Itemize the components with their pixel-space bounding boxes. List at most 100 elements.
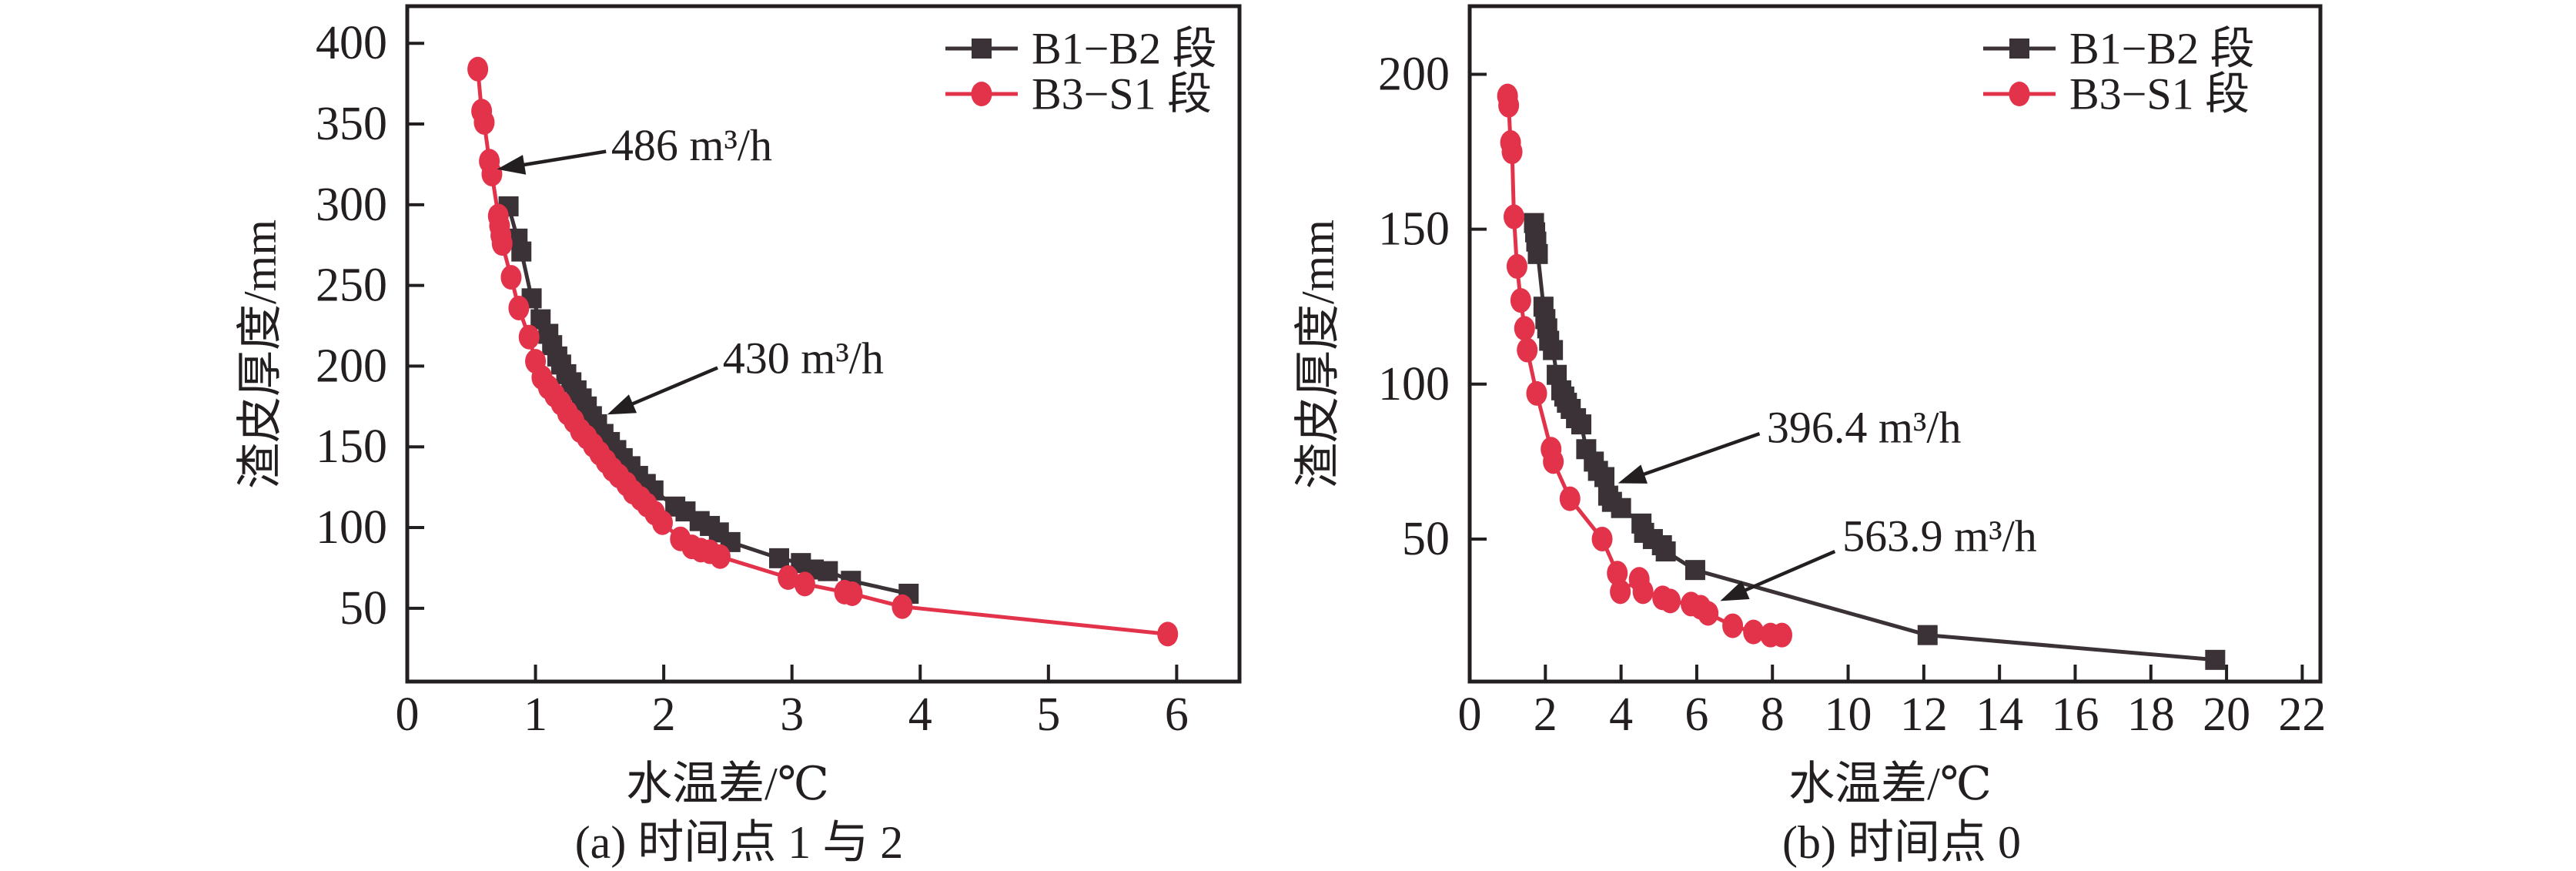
chart-b-legend-label: B3−S1 段 <box>2069 69 2250 119</box>
chart-a: 0 1 2 3 4 5 6 50 100 150 200 250 300 350 400 水温差/℃ 渣皮厚度/… <box>235 4 1242 868</box>
chart-b-x-tick-label: 0 <box>1458 688 1482 741</box>
chart-a-x-tick-label: 5 <box>1036 688 1060 741</box>
chart-a-legend-label: B3−S1 段 <box>1032 69 1212 119</box>
chart-a-series-b3-s1-marker <box>892 594 913 619</box>
chart-b-series-b3-s1-marker <box>1506 253 1527 279</box>
chart-b-x-tick-label: 14 <box>1975 688 2023 741</box>
chart-b-series-b3-s1-marker <box>1743 619 1765 645</box>
chart-a-series-b3-s1-marker <box>500 265 522 290</box>
chart-b-annotation-1: 563.9 m³/h <box>1720 511 2037 601</box>
chart-a-series-b1-b2-marker <box>818 561 838 581</box>
chart-b-y-tick-label: 150 <box>1378 203 1450 256</box>
chart-b-series-b1-b2-marker <box>1655 541 1676 562</box>
chart-a-series-b3-s1-marker <box>778 565 799 591</box>
chart-a-y-axis: 50 100 150 200 250 300 350 400 <box>316 17 424 635</box>
chart-a-series-b1-b2 <box>498 196 919 604</box>
chart-a-y-tick-label: 50 <box>340 582 387 635</box>
chart-b-x-tick-label: 16 <box>2051 688 2099 741</box>
chart-a-plot-box <box>405 4 1242 684</box>
chart-a-annotation-0: 486 m³/h <box>497 120 772 175</box>
chart-b-series-b1-b2-marker <box>1543 340 1564 360</box>
chart-a-caption: (a) 时间点 1 与 2 <box>575 817 904 868</box>
chart-b-series-b3-s1-marker <box>1559 486 1581 511</box>
chart-a-series-b3-s1-marker <box>481 161 503 186</box>
chart-b: 0 2 4 6 8 10 12 14 16 18 20 22 50 100 150 200 水温差/℃ 渣皮厚度/… <box>1293 4 2326 868</box>
chart-b-series-b3-s1-marker <box>1526 380 1547 406</box>
chart-a-y-axis-title: 渣皮厚度/mm <box>235 219 286 489</box>
chart-b-series-b3-s1-marker <box>1632 579 1654 605</box>
chart-a-y-tick-label: 300 <box>316 179 387 231</box>
chart-a-y-tick-label: 100 <box>316 501 387 554</box>
chart-a-series-b3-s1 <box>467 56 1179 647</box>
chart-b-x-tick-label: 4 <box>1609 688 1633 741</box>
chart-b-y-tick-label: 200 <box>1378 49 1450 101</box>
chart-a-y-tick-label: 350 <box>316 98 387 150</box>
chart-b-annotation-0: 396.4 m³/h <box>1618 403 1962 484</box>
chart-b-series-b3-s1-marker <box>1517 337 1538 363</box>
chart-b-y-axis-title: 渣皮厚度/mm <box>1293 219 1343 489</box>
chart-b-y-axis: 50 100 150 200 <box>1378 49 1487 565</box>
chart-b-x-tick-label: 8 <box>1761 688 1785 741</box>
chart-a-series-b3-s1-marker <box>467 56 489 82</box>
chart-b-series-b3-s1-marker <box>1504 204 1525 229</box>
chart-b-series-b1-b2-marker <box>1594 467 1614 487</box>
annotation-label: 396.4 m³/h <box>1767 403 1962 453</box>
chart-a-series-b3-s1-marker <box>841 581 863 606</box>
chart-a-y-tick-label: 250 <box>316 260 387 312</box>
chart-b-x-tick-label: 18 <box>2127 688 2175 741</box>
chart-a-x-axis: 0 1 2 3 4 5 6 <box>396 665 1189 741</box>
chart-b-series-b1-b2-marker <box>1527 243 1548 264</box>
chart-b-x-axis: 0 2 4 6 8 10 12 14 16 18 20 22 <box>1458 665 2326 741</box>
chart-b-x-tick-label: 12 <box>1900 688 1948 741</box>
annotation-arrow-head <box>1720 581 1750 601</box>
annotation-label: 486 m³/h <box>611 120 772 170</box>
chart-b-series-b3-s1-marker <box>1501 139 1523 165</box>
chart-b-series-b1-b2-marker <box>1611 497 1631 518</box>
chart-b-series-b3-s1-marker <box>1722 613 1744 638</box>
chart-b-legend: B1−B2 段B3−S1 段 <box>1983 24 2255 119</box>
chart-a-series-b3-s1-marker <box>473 109 495 135</box>
chart-b-y-tick-label: 50 <box>1402 513 1450 565</box>
chart-a-x-tick-label: 3 <box>780 688 804 741</box>
chart-b-x-tick-label: 10 <box>1825 688 1872 741</box>
chart-b-series-b3-s1-marker <box>1498 92 1520 118</box>
chart-b-legend-swatch-circle-icon <box>2009 82 2030 106</box>
chart-b-series-b1-b2-marker <box>1917 625 1938 645</box>
annotation-arrow-head <box>497 155 527 175</box>
chart-b-series-b1-b2-marker <box>1571 414 1592 435</box>
chart-b-legend-swatch-square-icon <box>2009 39 2029 59</box>
chart-a-legend-swatch-circle-icon <box>971 82 992 106</box>
chart-a-series-b3-s1-marker <box>491 231 513 256</box>
annotation-arrow-line <box>516 149 607 168</box>
chart-a-x-tick-label: 6 <box>1165 688 1189 741</box>
annotation-arrow-head <box>607 394 637 415</box>
annotation-arrow-line <box>624 366 718 409</box>
chart-b-series-b3-s1-marker <box>1514 316 1535 341</box>
chart-b-x-tick-label: 6 <box>1684 688 1708 741</box>
chart-b-x-tick-label: 2 <box>1534 688 1557 741</box>
chart-b-series-b1-b2-marker <box>2205 649 2226 670</box>
chart-a-x-tick-label: 4 <box>908 688 932 741</box>
chart-b-x-tick-label: 22 <box>2278 688 2326 741</box>
chart-a-series-b3-s1-marker <box>794 571 815 597</box>
chart-a-series-b3-s1-marker <box>1157 621 1179 647</box>
chart-b-series-b1-b2 <box>1524 213 2226 670</box>
chart-a-x-tick-label: 2 <box>652 688 676 741</box>
chart-b-y-tick-label: 100 <box>1378 358 1450 410</box>
chart-b-x-tick-label: 20 <box>2203 688 2250 741</box>
chart-a-series-b1-b2-marker <box>769 548 790 568</box>
chart-b-series-b3-s1-marker <box>1510 288 1531 313</box>
annotation-label: 430 m³/h <box>723 333 884 383</box>
chart-a-annotation-1: 430 m³/h <box>607 333 884 415</box>
chart-a-x-axis-title: 水温差/℃ <box>626 759 829 809</box>
chart-a-legend: B1−B2 段B3−S1 段 <box>945 24 1217 119</box>
chart-b-series-b3-s1-marker <box>1698 601 1719 626</box>
chart-b-series-b3-s1-marker <box>1660 588 1681 614</box>
chart-a-series-b3-s1-marker <box>518 324 540 350</box>
chart-b-series-b3-s1-marker <box>1610 579 1631 605</box>
chart-b-series-b3-s1 <box>1497 83 1793 648</box>
chart-a-y-tick-label: 200 <box>316 340 387 392</box>
chart-b-series-b3-s1-marker <box>1771 622 1793 648</box>
